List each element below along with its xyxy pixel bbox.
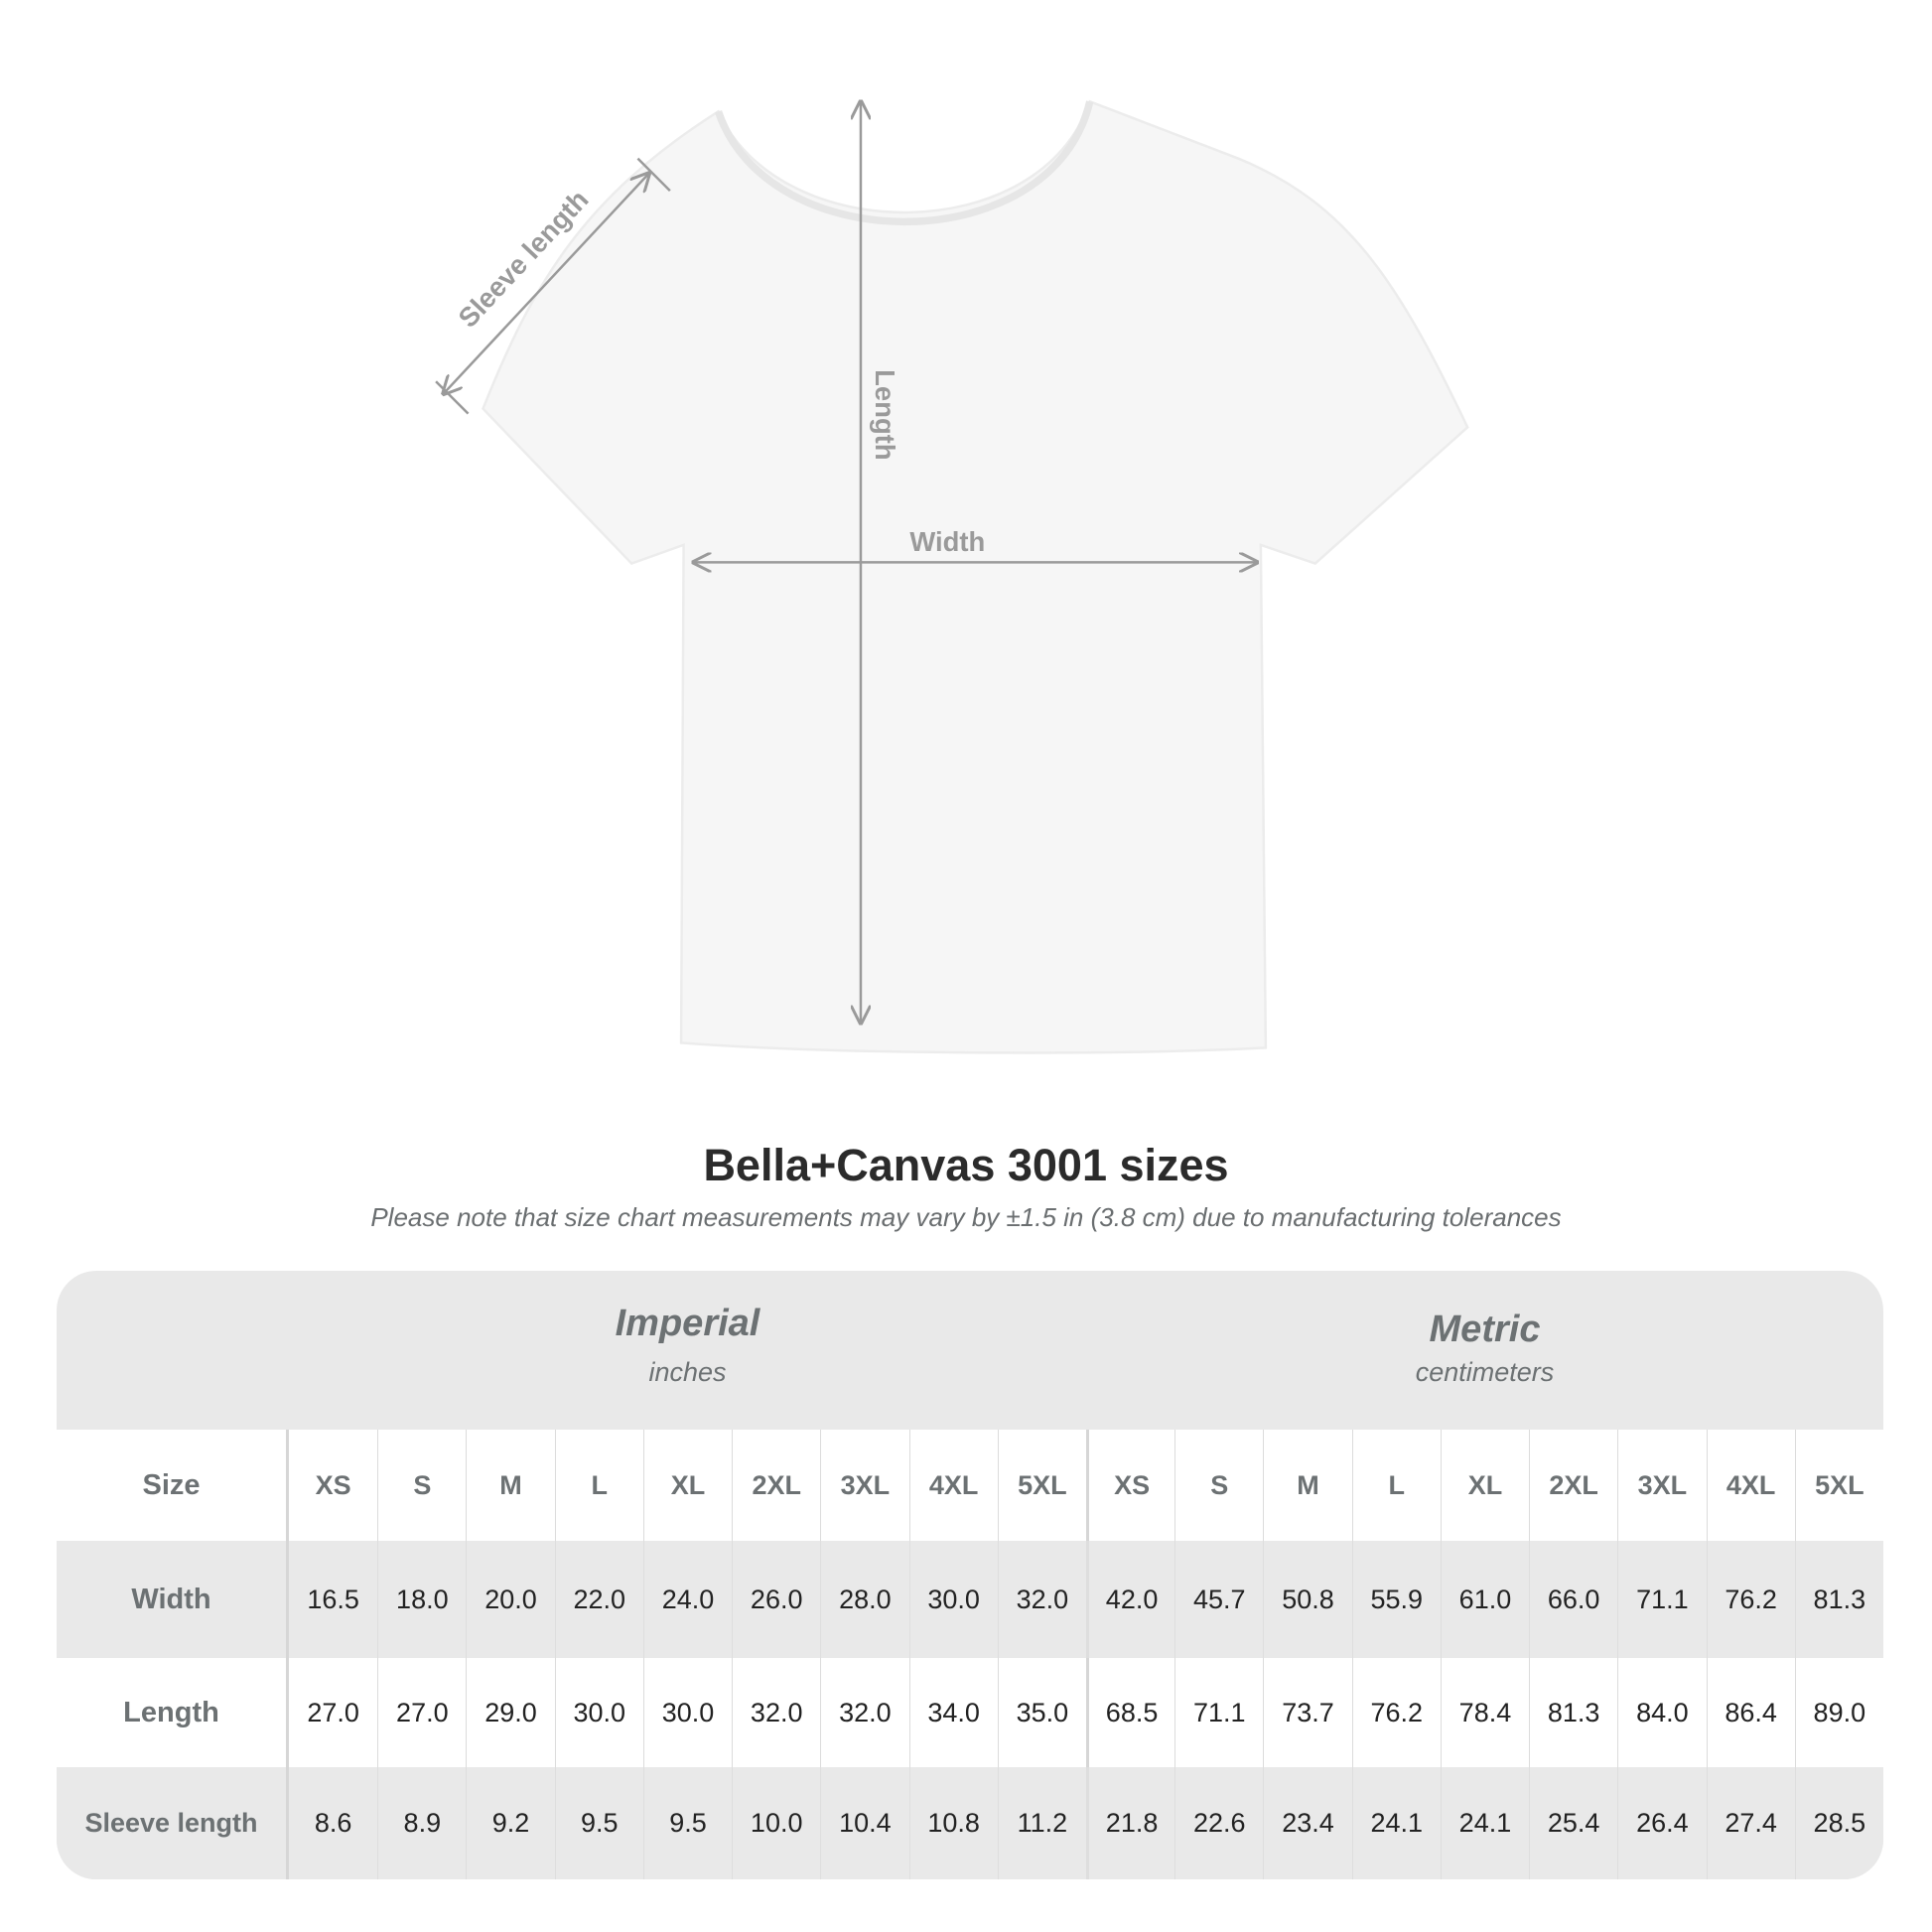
- row-label: Size: [57, 1430, 289, 1541]
- table-cell: 32.0: [997, 1541, 1086, 1658]
- size-table: Imperial inches Metric centimeters Size X…: [57, 1271, 1883, 1879]
- table-cell: 24.1: [1440, 1767, 1529, 1879]
- imperial-label: Imperial: [615, 1303, 760, 1344]
- table-cell: 25.4: [1529, 1767, 1617, 1879]
- table-cell: 10.0: [732, 1767, 820, 1879]
- row-label: Length: [57, 1658, 289, 1767]
- width-row: Width 16.5 18.0 20.0 22.0 24.0 26.0 28.0 30.0 32.…: [57, 1541, 1883, 1658]
- table-cell: 27.0: [307, 1697, 359, 1727]
- table-cell: 29.0: [466, 1658, 554, 1767]
- size-header-cell: 2XL: [732, 1430, 820, 1541]
- size-header-cell: XS: [1085, 1430, 1174, 1541]
- size-header-cell: XL: [1440, 1430, 1529, 1541]
- table-cell: 81.3: [1794, 1541, 1883, 1658]
- size-header-cell: L: [554, 1430, 643, 1541]
- sleeve-length-row: Sleeve length 8.6 8.9 9.2 9.5 9.5 10.0 10.4 10.8…: [57, 1767, 1883, 1879]
- table-cell: 8.9: [377, 1767, 466, 1879]
- table-cell: 16.5: [307, 1584, 359, 1614]
- row-label: Width: [57, 1541, 289, 1658]
- page-title: Bella+Canvas 3001 sizes: [703, 1140, 1229, 1190]
- size-header-cell: M: [466, 1430, 554, 1541]
- table-cell: 76.2: [1706, 1541, 1795, 1658]
- size-header-cell: 2XL: [1529, 1430, 1617, 1541]
- table-cell: 22.0: [554, 1541, 643, 1658]
- table-cell: 24.1: [1351, 1767, 1441, 1879]
- table-cell: 27.4: [1706, 1767, 1795, 1879]
- length-row: Length 27.0 27.0 29.0 30.0 30.0 32.0 32.0 34.0 35…: [57, 1658, 1883, 1767]
- table-cell: 9.5: [554, 1767, 643, 1879]
- imperial-header: Imperial inches: [289, 1271, 1086, 1461]
- table-cell: 68.5: [1085, 1658, 1174, 1767]
- table-cell: 27.0: [377, 1658, 466, 1767]
- size-header-cell: 5XL: [1794, 1430, 1883, 1541]
- metric-header: Metric centimeters: [1086, 1271, 1883, 1467]
- table-cell: 24.0: [642, 1541, 732, 1658]
- table-cell: 71.1: [1617, 1541, 1706, 1658]
- table-cell: 21.8: [1085, 1767, 1174, 1879]
- table-cell: 30.0: [554, 1658, 643, 1767]
- table-cell: 26.0: [732, 1541, 820, 1658]
- table-cell: 10.4: [820, 1767, 908, 1879]
- size-header-cell: 3XL: [820, 1430, 908, 1541]
- table-cell: 76.2: [1351, 1658, 1441, 1767]
- metric-label: Metric: [1429, 1309, 1541, 1350]
- table-cell: 20.0: [466, 1541, 554, 1658]
- table-cell: 45.7: [1174, 1541, 1263, 1658]
- size-header-cell: 4XL: [908, 1430, 998, 1541]
- tshirt-collar: [714, 100, 1094, 225]
- table-cell: 61.0: [1440, 1541, 1529, 1658]
- table-cell: 81.3: [1529, 1658, 1617, 1767]
- size-header-cell: S: [1174, 1430, 1263, 1541]
- table-cell: 89.0: [1794, 1658, 1883, 1767]
- table-cell: 30.0: [642, 1658, 732, 1767]
- size-header-cell: S: [377, 1430, 466, 1541]
- size-row: Size XS S M L XL 2XL 3XL 4XL 5XL XS S M L XL 2XL 3XL 4XL 5…: [57, 1430, 1883, 1541]
- table-cell: 50.8: [1263, 1541, 1351, 1658]
- table-cell: 8.6: [314, 1808, 352, 1838]
- table-cell: 18.0: [377, 1541, 466, 1658]
- table-cell: 78.4: [1440, 1658, 1529, 1767]
- table-cell: 32.0: [732, 1658, 820, 1767]
- size-header-cell: 4XL: [1706, 1430, 1795, 1541]
- table-cell: 66.0: [1529, 1541, 1617, 1658]
- table-cell: 22.6: [1174, 1767, 1263, 1879]
- table-cell: 86.4: [1706, 1658, 1795, 1767]
- size-header-cell: 3XL: [1617, 1430, 1706, 1541]
- table-cell: 84.0: [1617, 1658, 1706, 1767]
- table-cell: 10.8: [908, 1767, 998, 1879]
- sleeve-line: [444, 174, 649, 394]
- size-header-cell: 5XL: [997, 1430, 1086, 1541]
- table-cell: 34.0: [908, 1658, 998, 1767]
- table-cell: 11.2: [997, 1767, 1086, 1879]
- row-label: Sleeve length: [57, 1767, 289, 1879]
- size-header-cell: L: [1351, 1430, 1441, 1541]
- tshirt-shape: [482, 99, 1469, 1054]
- size-header-cell: XS: [315, 1469, 351, 1500]
- table-cell: 73.7: [1263, 1658, 1351, 1767]
- table-cell: 42.0: [1085, 1541, 1174, 1658]
- length-label: Length: [870, 369, 900, 460]
- table-cell: 32.0: [820, 1658, 908, 1767]
- table-cell: 35.0: [997, 1658, 1086, 1767]
- tolerance-note: Please note that size chart measurements…: [370, 1202, 1562, 1232]
- table-cell: 30.0: [908, 1541, 998, 1658]
- table-cell: 9.5: [642, 1767, 732, 1879]
- table-cell: 23.4: [1263, 1767, 1351, 1879]
- size-header-cell: M: [1263, 1430, 1351, 1541]
- table-cell: 28.0: [820, 1541, 908, 1658]
- size-header-cell: XL: [642, 1430, 732, 1541]
- table-cell: 9.2: [466, 1767, 554, 1879]
- metric-unit: centimeters: [1415, 1357, 1555, 1387]
- width-label: Width: [909, 526, 985, 557]
- measure-lines: [435, 101, 1257, 1023]
- table-cell: 28.5: [1794, 1767, 1883, 1879]
- table-cell: 71.1: [1174, 1658, 1263, 1767]
- imperial-unit: inches: [648, 1357, 727, 1387]
- table-cell: 26.4: [1617, 1767, 1706, 1879]
- table-cell: 55.9: [1351, 1541, 1441, 1658]
